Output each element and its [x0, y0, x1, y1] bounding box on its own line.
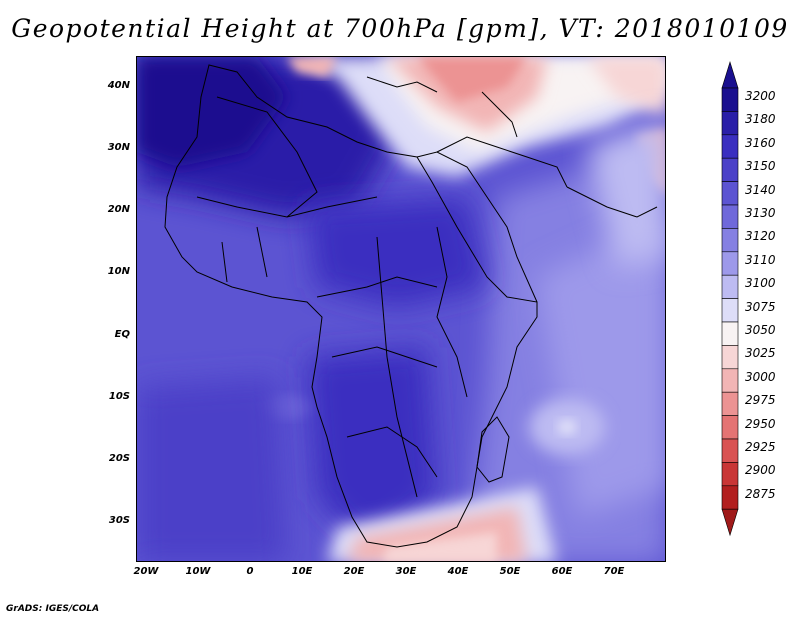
lon-label-60e: 60E [551, 566, 573, 577]
colorbar-label-2875: 2875 [745, 486, 776, 501]
med-pink-west [287, 57, 337, 77]
lon-label-70e: 70E [603, 566, 625, 577]
chart-title: Geopotential Height at 700hPa [gpm], VT:… [11, 14, 789, 43]
lat-label-30s: 30S [108, 515, 130, 526]
colorbar-label-2975: 2975 [745, 393, 776, 408]
lon-label-40e: 40E [447, 566, 469, 577]
colorbar-label-3110: 3110 [745, 252, 776, 267]
colorbar-swatch-2925 [721, 438, 739, 463]
colorbar-swatch-3160 [721, 134, 739, 159]
colorbar-label-3000: 3000 [745, 369, 776, 384]
colorbar-label-2925: 2925 [745, 440, 776, 454]
colorbar-top-arrow [721, 60, 739, 89]
lat-label-30n: 30N [107, 142, 130, 153]
lat-label-20n: 20N [107, 204, 130, 215]
colorbar-label-3025: 3025 [745, 346, 776, 361]
lat-label-20s: 20S [108, 453, 130, 464]
southern-africa-high [307, 347, 437, 547]
lat-label-10n: 10N [107, 266, 130, 277]
coastlines [164, 64, 658, 548]
colorbar-swatch-3000 [721, 368, 739, 393]
colorbar-label-3100: 3100 [745, 276, 776, 291]
colorbar-label-2950: 2950 [745, 416, 776, 431]
lon-label-50e: 50E [499, 566, 521, 577]
lon-label-10w: 10W [185, 566, 211, 577]
colorbar-bottom-arrow [721, 508, 739, 537]
colorbar-label-3120: 3120 [745, 229, 776, 244]
colorbar-swatch-3100 [721, 274, 739, 299]
colorbar-swatch-3180 [721, 111, 739, 136]
map-canvas [137, 57, 665, 561]
colorbar-label-3130: 3130 [745, 206, 776, 220]
colorbar-swatch-3200 [721, 87, 739, 112]
lat-label-eq: EQ [114, 329, 130, 340]
colorbar-label-3200: 3200 [745, 89, 776, 103]
colorbar-swatch-3110 [721, 251, 739, 276]
southeast-atlantic [137, 377, 287, 561]
lat-label-40n: 40N [107, 80, 130, 91]
lon-label-20w: 20W [133, 566, 159, 577]
south-trough-core [382, 532, 497, 561]
lat-label-10s: 10S [108, 391, 130, 402]
colorbar-swatch-3150 [721, 157, 739, 182]
colorbar-label-3150: 3150 [745, 159, 776, 174]
colorbar-swatch-2975 [721, 391, 739, 416]
colorbar-swatch-3120 [721, 228, 739, 253]
colorbar-label-2900: 2900 [745, 463, 776, 478]
map-panel [136, 56, 666, 562]
grads-credit: GrADS: IGES/COLA [6, 604, 100, 614]
colorbar-swatch-2950 [721, 415, 739, 440]
lon-label-10e: 10E [291, 566, 313, 577]
colorbar-swatch-3025 [721, 345, 739, 370]
central-africa-high [307, 197, 487, 307]
ocean-spot [557, 419, 577, 435]
lon-label-20e: 20E [343, 566, 365, 577]
colorbar-swatch-2875 [721, 485, 739, 510]
colorbar-swatch-3130 [721, 204, 739, 229]
sahara-max [137, 57, 287, 167]
colorbar-swatch-3075 [721, 298, 739, 323]
lon-label-30e: 30E [395, 566, 417, 577]
colorbar-label-3160: 3160 [745, 135, 776, 150]
colorbar-label-3140: 3140 [745, 182, 776, 197]
colorbar-label-3050: 3050 [745, 323, 776, 337]
colorbar-swatch-3050 [721, 321, 739, 346]
lon-label-0: 0 [246, 566, 254, 577]
colorbar-label-3180: 3180 [745, 112, 776, 127]
middle-east-trough [417, 57, 527, 102]
asia-pink [587, 57, 665, 117]
colorbar-label-3075: 3075 [745, 299, 776, 314]
colorbar-swatch-2900 [721, 462, 739, 487]
arabian-sea-light [587, 117, 665, 267]
colorbar-swatch-3140 [721, 181, 739, 206]
